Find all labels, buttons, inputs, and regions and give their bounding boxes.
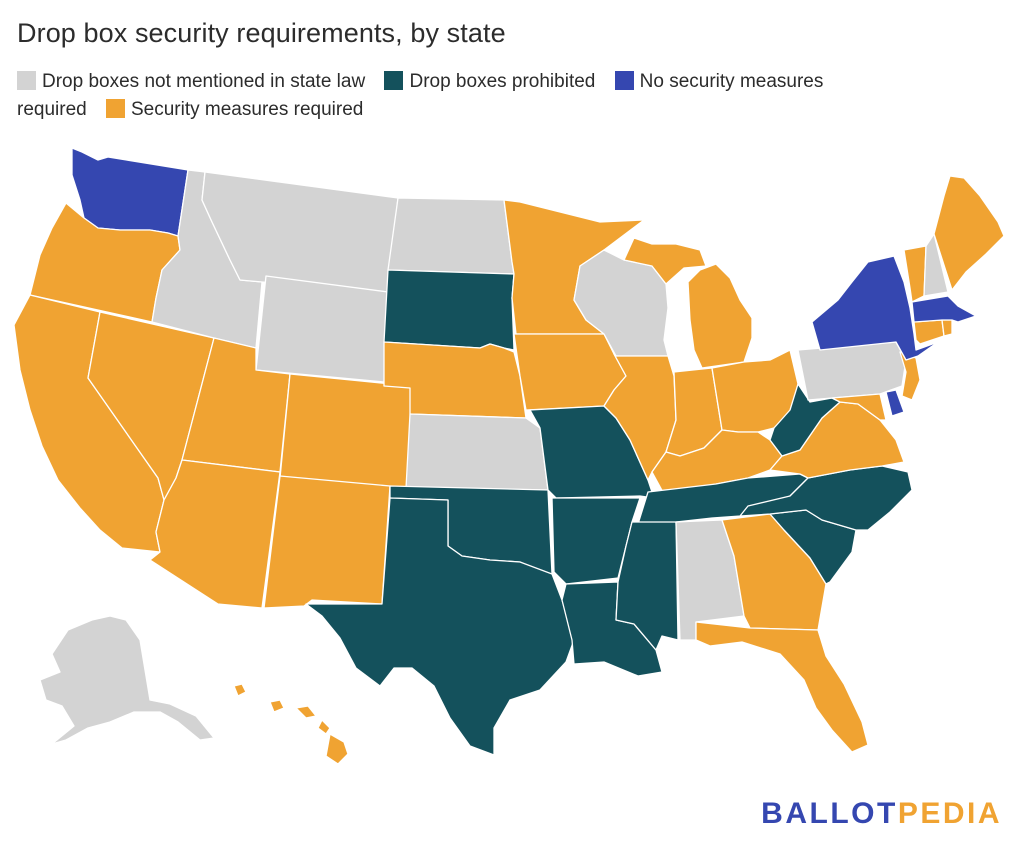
legend-swatch <box>384 71 404 90</box>
state-MA[interactable] <box>911 295 977 323</box>
state-NJ[interactable] <box>899 351 921 401</box>
state-CO[interactable] <box>279 373 413 489</box>
logo-part-pedia: PEDIA <box>897 797 1002 830</box>
state-NY[interactable] <box>811 255 939 361</box>
state-VT[interactable] <box>903 245 927 303</box>
state-TX[interactable] <box>305 497 575 756</box>
logo-part-ballot: BALLOT <box>761 797 898 830</box>
legend-label: Drop boxes prohibited <box>409 71 596 92</box>
state-CT[interactable] <box>913 319 945 345</box>
state-MI[interactable] <box>623 237 753 369</box>
state-HI[interactable] <box>233 683 349 765</box>
state-WY[interactable] <box>255 275 389 383</box>
state-ND[interactable] <box>387 197 515 275</box>
state-NH[interactable] <box>923 233 949 297</box>
legend-label: No security measures required <box>17 71 824 120</box>
state-WV[interactable] <box>769 383 841 457</box>
chart-title: Drop box security requirements, by state <box>17 18 506 48</box>
state-AZ[interactable] <box>149 459 281 609</box>
state-NM[interactable] <box>263 475 391 609</box>
state-FL[interactable] <box>695 621 869 753</box>
legend-label: Drop boxes not mentioned in state law <box>42 71 366 92</box>
legend-swatch <box>17 71 36 90</box>
legend-item-prohibited: Drop boxes prohibited <box>384 71 595 92</box>
legend-label: Security measures required <box>131 99 364 120</box>
state-ME[interactable] <box>933 175 1005 291</box>
legend-item-not-mentioned: Drop boxes not mentioned in state law <box>17 71 365 92</box>
state-AK[interactable] <box>39 615 215 745</box>
state-DE[interactable] <box>885 389 905 417</box>
state-MS[interactable] <box>615 521 679 651</box>
legend: Drop boxes not mentioned in state law Dr… <box>17 68 897 124</box>
legend-swatch <box>106 99 125 118</box>
state-KS[interactable] <box>405 413 549 491</box>
state-RI[interactable] <box>941 319 953 337</box>
legend-item-no-security: No security measures required <box>17 71 823 120</box>
legend-swatch <box>614 71 634 90</box>
ballotpedia-logo: BALLOTPEDIA <box>761 797 1002 831</box>
legend-item-security-required: Security measures required <box>106 99 363 120</box>
state-SD[interactable] <box>383 269 515 351</box>
state-MD[interactable] <box>831 393 887 421</box>
